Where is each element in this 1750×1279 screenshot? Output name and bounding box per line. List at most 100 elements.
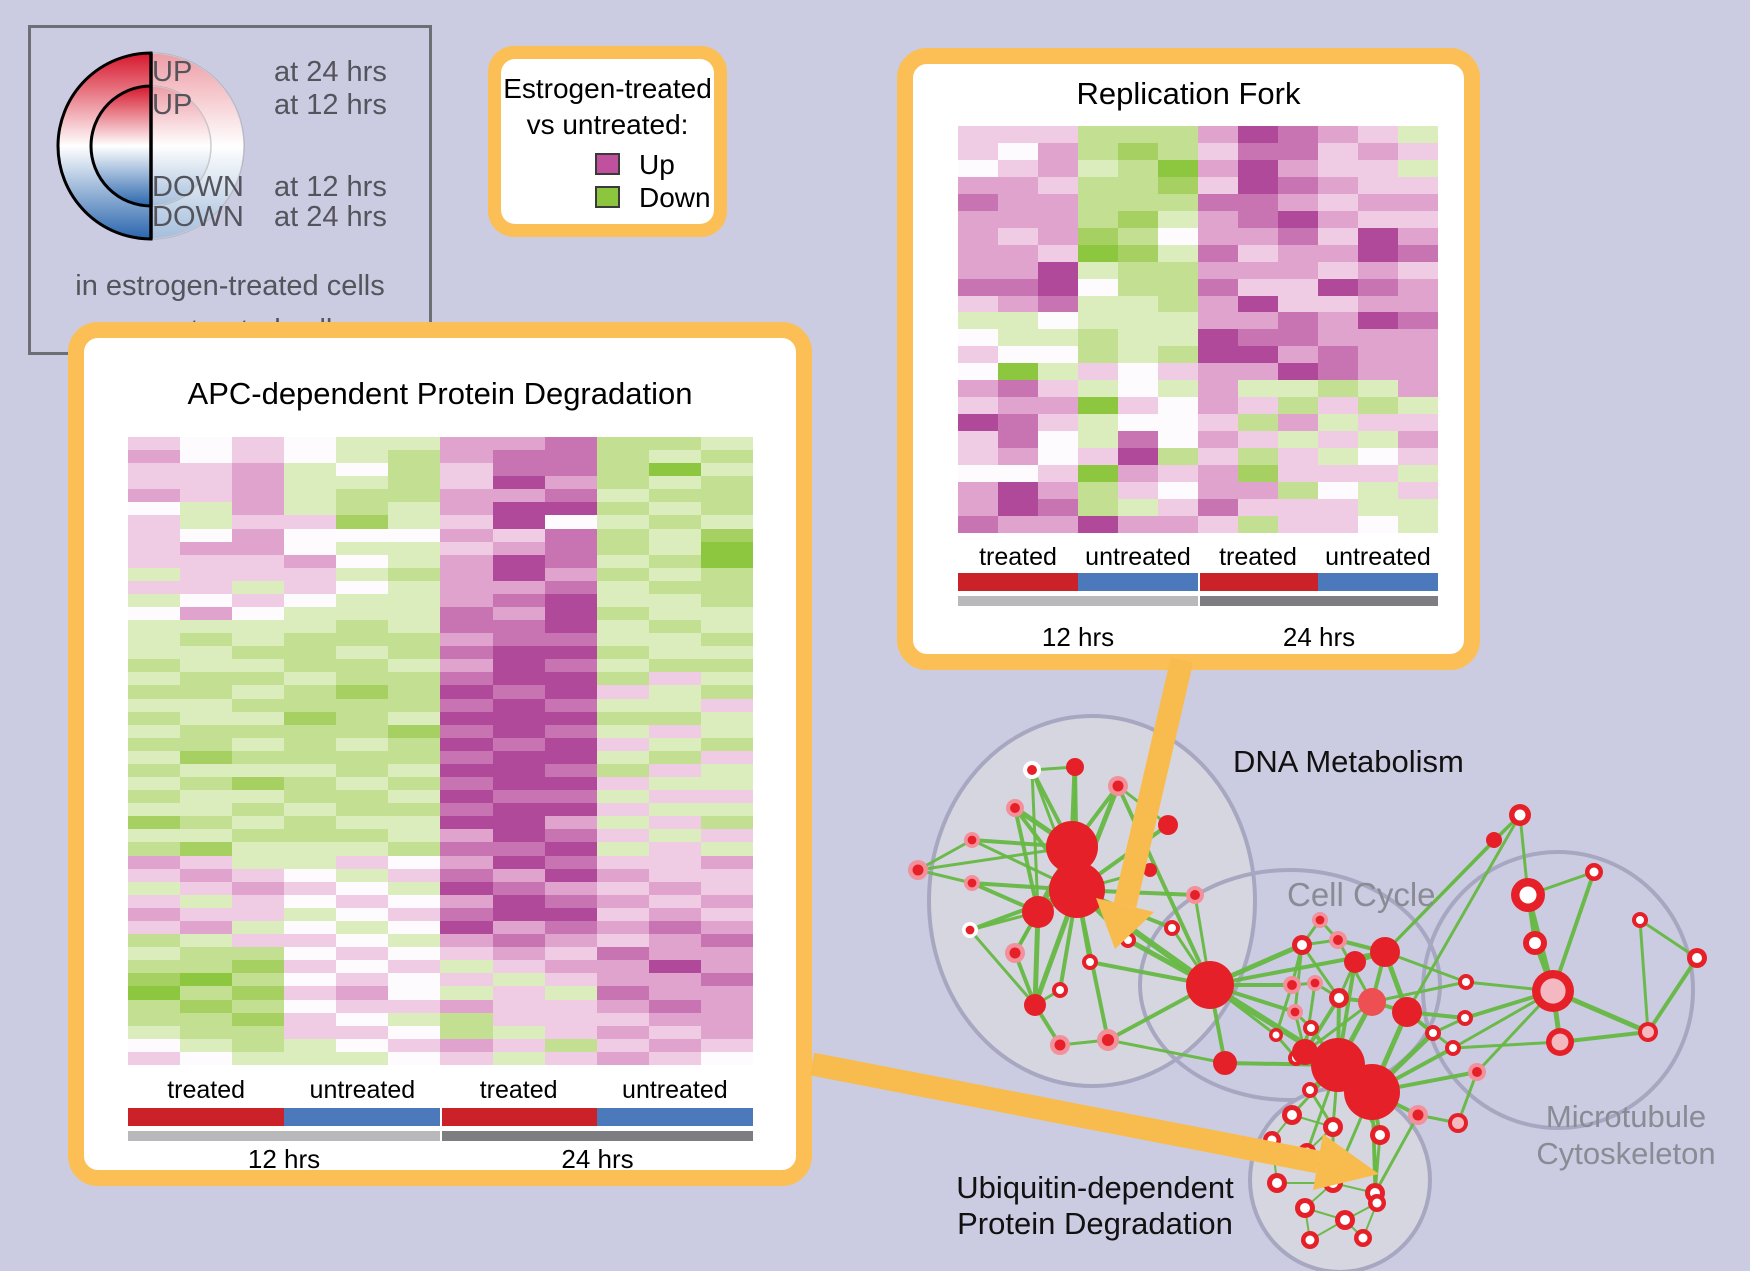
heatmap-cell [388, 907, 441, 921]
heatmap-cell [648, 476, 701, 490]
heatmap-cell [180, 607, 233, 621]
heatmap-cell [492, 881, 545, 895]
heatmap-cell [958, 176, 998, 194]
gene-node-white-core [1287, 1110, 1297, 1120]
heatmap-cell [1118, 516, 1158, 533]
heatmap-cell [544, 476, 597, 490]
heatmap-cell [1198, 176, 1238, 194]
heatmap-cell [648, 1038, 701, 1052]
heatmap-cell [492, 934, 545, 948]
heatmap-cell [128, 620, 181, 634]
heatmap-cell [492, 737, 545, 751]
heatmap-cell [700, 790, 753, 804]
heatmap-cell [440, 528, 493, 542]
apc-untreated-bar-24 [597, 1108, 753, 1126]
heatmap-cell [336, 842, 389, 856]
heatmap-cell [180, 907, 233, 921]
heatmap-cell [128, 685, 181, 699]
heatmap-cell [128, 1038, 181, 1052]
heatmap-cell [388, 646, 441, 660]
heatmap-cell [492, 973, 545, 987]
heatmap-cell [1038, 329, 1078, 347]
heatmap-cell [1358, 278, 1398, 296]
heatmap-cell [440, 476, 493, 490]
heatmap-cell [388, 986, 441, 1000]
heatmap-cell [232, 437, 285, 451]
heatmap-cell [180, 920, 233, 935]
gene-node-core [1190, 890, 1200, 900]
heatmap-cell [1118, 499, 1158, 517]
heatmap-cell [336, 763, 389, 778]
gene-node-pink-core [1452, 1117, 1464, 1129]
heatmap-cell [1038, 278, 1078, 296]
heatmap-cell [284, 842, 337, 856]
heatmap-cell [128, 920, 181, 935]
heatmap-cell [492, 1012, 545, 1026]
heatmap-cell [492, 947, 545, 961]
heatmap-cell [1038, 516, 1078, 533]
heatmap-cell [596, 868, 649, 882]
heatmap-cell [1158, 346, 1198, 364]
heatmap-cell [336, 672, 389, 686]
rf-group-labels: treated untreated treated untreated [958, 543, 1438, 572]
heatmap-cell [388, 593, 441, 608]
heatmap-cell [492, 894, 545, 908]
heatmap-cell [1118, 465, 1158, 483]
heatmap-cell [128, 829, 181, 843]
heatmap-cell [128, 803, 181, 817]
heatmap-cell [1278, 261, 1318, 279]
heatmap-cell [596, 593, 649, 608]
heatmap-cell [700, 960, 753, 974]
heatmap-cell [492, 450, 545, 464]
heatmap-cell [1358, 244, 1398, 262]
ubiquitin-label-line2: Protein Degradation [957, 1206, 1233, 1241]
heatmap-cell [1358, 193, 1398, 211]
heatmap-cell [336, 894, 389, 908]
heatmap-cell [440, 920, 493, 935]
heatmap-cell [336, 829, 389, 843]
heatmap-cell [232, 790, 285, 804]
gene-node-white-core [1519, 886, 1537, 904]
heatmap-cell [232, 567, 285, 581]
heatmap-cell [544, 698, 597, 712]
heatmap-cell [232, 463, 285, 477]
heatmap-cell [440, 607, 493, 621]
heatmap-cell [596, 881, 649, 895]
heatmap-cell [284, 659, 337, 673]
heatmap-cell [648, 528, 701, 542]
heatmap-cell [180, 711, 233, 725]
heatmap-cell [544, 803, 597, 817]
heatmap-cell [284, 894, 337, 908]
heatmap-cell [388, 947, 441, 961]
heatmap-cell [492, 685, 545, 699]
heatmap-cell [648, 711, 701, 725]
heatmap-cell [1038, 193, 1078, 211]
heatmap-cell [998, 278, 1038, 296]
heatmap-cell [128, 842, 181, 856]
heatmap-cell [232, 1025, 285, 1039]
heatmap-cell [128, 450, 181, 464]
heatmap-cell [998, 159, 1038, 177]
rf-treated-bar-12 [958, 573, 1078, 591]
heatmap-cell [336, 711, 389, 725]
heatmap-cell [1318, 210, 1358, 228]
heatmap-cell [232, 528, 285, 542]
heatmap-cell [336, 816, 389, 830]
heatmap-cell [700, 999, 753, 1013]
heatmap-cell [958, 465, 998, 483]
heatmap-cell [648, 698, 701, 712]
heatmap-cell [180, 881, 233, 895]
heatmap-cell [998, 227, 1038, 245]
heatmap-cell [1278, 210, 1318, 228]
microtubule-cytoskeleton-label: Microtubule Cytoskeleton [1516, 1098, 1736, 1172]
gene-node-white-core [1272, 1031, 1280, 1039]
heatmap-cell [544, 450, 597, 464]
heatmap-cell [284, 973, 337, 987]
heatmap-cell [492, 763, 545, 778]
heatmap-cell [284, 646, 337, 660]
heatmap-cell [700, 1025, 753, 1039]
heatmap-cell [596, 515, 649, 529]
gene-node-core [1287, 980, 1297, 990]
heatmap-cell [1158, 414, 1198, 432]
